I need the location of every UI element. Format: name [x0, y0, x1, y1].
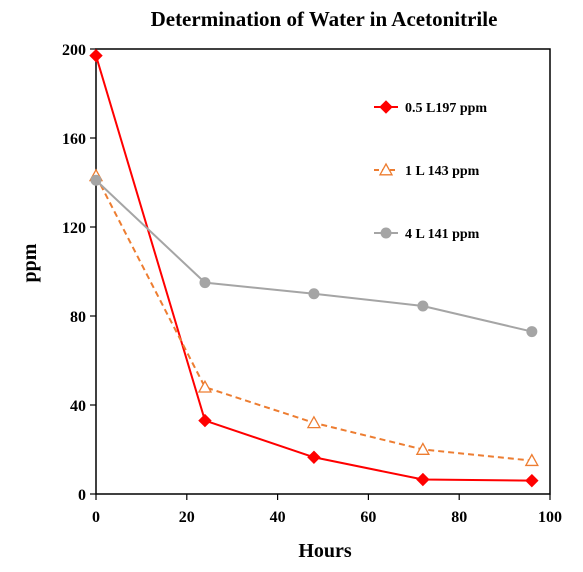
series-2-point: [415, 442, 430, 455]
axis-ticks: 0 20 40 60 80 100 0 40 80 120 160 200: [62, 42, 562, 526]
legend-label-3: 4 L 141 ppm: [405, 227, 480, 242]
series-3-point: [417, 300, 429, 312]
series-1-point: [525, 473, 539, 488]
legend-swatch-marker-2: [378, 162, 394, 176]
x-tick-label: 100: [538, 509, 562, 526]
series-1-point: [198, 413, 212, 428]
y-tick-label: 200: [62, 42, 86, 59]
series-3-point: [308, 288, 320, 300]
series-1-point: [89, 48, 103, 63]
y-tick-label: 40: [70, 398, 86, 415]
series-2-point: [524, 453, 539, 467]
x-tick-label: 60: [360, 509, 376, 526]
legend-swatch-marker-3: [380, 227, 392, 239]
legend-label-1: 0.5 L197 ppm: [405, 101, 487, 116]
x-tick-label: 80: [451, 509, 467, 526]
series-1-point: [416, 472, 430, 487]
series-1-point: [307, 450, 321, 464]
series-3-point: [199, 277, 211, 289]
x-tick-label: 20: [179, 509, 195, 526]
chart-title: Determination of Water in Acetonitrile: [151, 7, 498, 31]
x-tick-label: 0: [92, 509, 100, 526]
y-tick-label: 160: [62, 131, 86, 148]
series-3-point: [90, 174, 102, 186]
y-tick-label: 0: [78, 487, 86, 504]
legend-swatch-marker-1: [379, 100, 393, 114]
series-3-line: [95, 179, 533, 333]
series-2-point: [306, 415, 322, 429]
series-2-point: [197, 379, 213, 393]
x-axis-title: Hours: [298, 540, 352, 562]
series-1: [89, 48, 539, 488]
y-axis-title: ppm: [19, 243, 41, 282]
legend: 0.5 L197 ppm 1 L 143 ppm 4 L 141 ppm: [374, 100, 487, 242]
x-tick-label: 40: [270, 509, 286, 526]
legend-label-2: 1 L 143 ppm: [405, 164, 480, 179]
y-tick-label: 120: [62, 220, 86, 237]
plot-area: [95, 48, 551, 495]
data-series: [88, 48, 539, 488]
series-3: [90, 174, 538, 338]
series-3-point: [526, 326, 538, 338]
y-tick-label: 80: [70, 309, 86, 326]
